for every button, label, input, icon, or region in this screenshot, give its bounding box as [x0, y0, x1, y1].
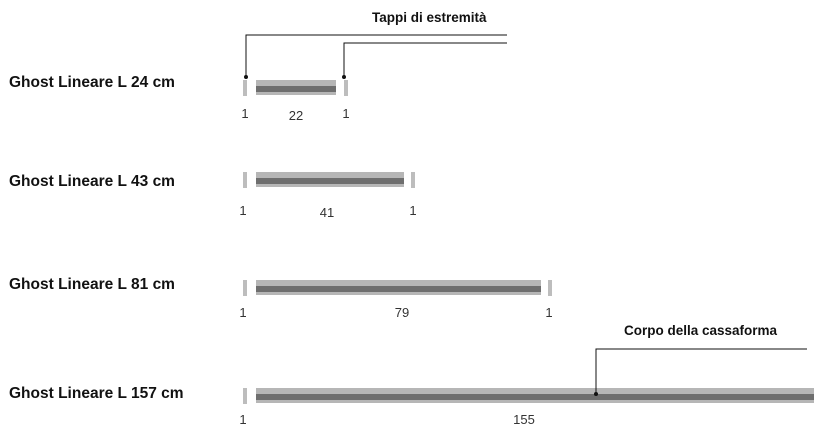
- formwork-43: [243, 172, 415, 188]
- right-end-cap: [548, 280, 552, 296]
- dim-right-cap-24: 1: [342, 106, 350, 121]
- right-end-cap: [411, 172, 415, 188]
- dim-left-cap-43: 1: [239, 203, 247, 218]
- row-label-81: Ghost Lineare L 81 cm: [9, 276, 175, 293]
- formwork-81: [243, 280, 552, 296]
- dim-right-cap-81: 1: [545, 305, 553, 320]
- row-label-157: Ghost Lineare L 157 cm: [9, 385, 184, 402]
- right-end-cap: [344, 80, 348, 96]
- left-end-cap: [243, 172, 247, 188]
- dim-body-81: 79: [394, 305, 410, 320]
- formwork-body-dark: [256, 178, 404, 184]
- dim-body-157: 155: [513, 412, 535, 427]
- dim-left-cap-157: 1: [239, 412, 247, 427]
- dim-body-43: 41: [319, 205, 335, 220]
- formwork-157: [243, 388, 814, 404]
- row-label-24: Ghost Lineare L 24 cm: [9, 74, 175, 91]
- body-leader: [594, 348, 807, 396]
- row-label-43: Ghost Lineare L 43 cm: [9, 173, 175, 190]
- end-caps-callout-label: Tappi di estremità: [372, 10, 487, 25]
- formwork-body-dark: [256, 286, 541, 292]
- dim-right-cap-43: 1: [409, 203, 417, 218]
- left-end-cap: [243, 80, 247, 96]
- end-caps-leader: [244, 34, 507, 79]
- formwork-body-dark: [256, 86, 336, 92]
- formwork-24: [243, 80, 348, 96]
- dim-left-cap-81: 1: [239, 305, 247, 320]
- left-end-cap: [243, 280, 247, 296]
- dim-left-cap-24: 1: [241, 106, 249, 121]
- body-callout-label: Corpo della cassaforma: [624, 323, 778, 338]
- left-end-cap: [243, 388, 247, 404]
- dim-body-24: 22: [288, 108, 304, 123]
- formwork-body-dark: [256, 394, 814, 400]
